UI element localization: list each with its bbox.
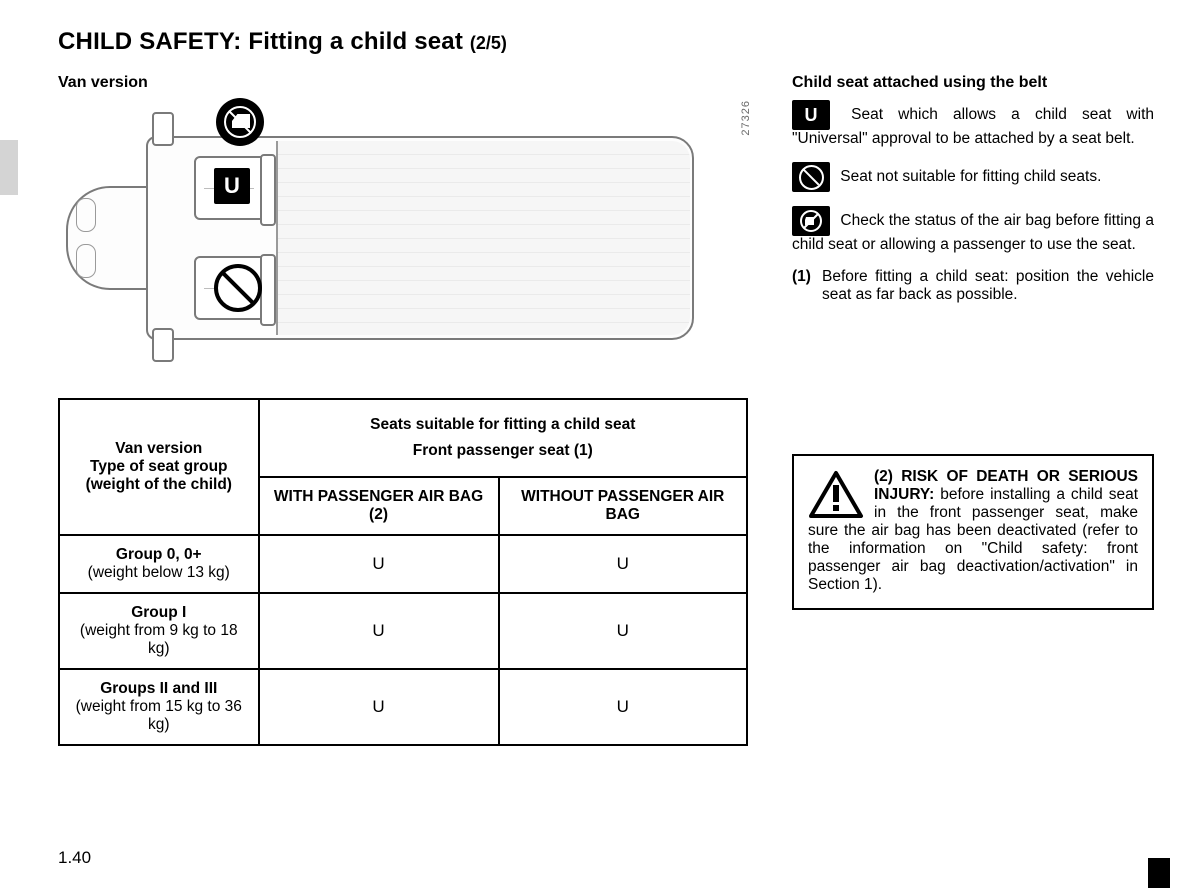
thumb-index-tab — [1148, 858, 1170, 888]
definition-universal: U Seat which allows a child seat with "U… — [792, 100, 1154, 148]
hdr-left-l3: (weight of the child) — [70, 476, 248, 494]
definition-text: Check the status of the air bag before f… — [792, 212, 1154, 253]
row-cell: U — [259, 669, 499, 745]
hdr-left-l1: Van version — [70, 440, 248, 458]
vehicle-mirror — [152, 112, 174, 146]
footnote-text: Before fitting a child seat: position th… — [822, 268, 1154, 304]
col-without-airbag: WITHOUT PASSENGER AIR BAG — [499, 477, 747, 535]
table-row: Group 0, 0+(weight below 13 kg) U U — [59, 535, 747, 593]
row-group: Group 0, 0+ — [116, 546, 202, 563]
col-with-airbag: WITH PASSENGER AIR BAG (2) — [259, 477, 499, 535]
child-seat-prohibit-icon — [216, 98, 264, 146]
col-b-label: WITHOUT PASSENGER AIR BAG — [521, 488, 724, 523]
row-cell: U — [499, 535, 747, 593]
col-a-label: WITH PASSENGER AIR BAG (2) — [274, 488, 483, 523]
row-cell: U — [259, 535, 499, 593]
title-pager: (2/5) — [470, 33, 507, 53]
table-row: Groups II and III(weight from 15 kg to 3… — [59, 669, 747, 745]
child-seat-icon — [792, 206, 830, 236]
universal-badge-icon: U — [792, 100, 830, 130]
footnote-1: (1) Before fitting a child seat: positio… — [792, 268, 1154, 304]
definition-text: Seat which allows a child seat with "Uni… — [792, 106, 1154, 147]
vehicle-figure: 27326 U — [58, 100, 746, 374]
hdr-left-l2: Type of seat group — [70, 458, 248, 476]
page-content: CHILD SAFETY: Fitting a child seat (2/5)… — [0, 0, 1200, 746]
definition-airbag: Check the status of the air bag before f… — [792, 206, 1154, 254]
row-cell: U — [259, 593, 499, 669]
child-seat-table: Van version Type of seat group (weight o… — [58, 398, 748, 746]
left-column: Van version 27326 — [58, 74, 748, 746]
prohibit-icon — [214, 264, 262, 312]
right-column: Child seat attached using the belt U Sea… — [792, 74, 1154, 746]
row-weight: (weight from 15 kg to 36 kg) — [70, 698, 248, 734]
row-weight: (weight from 9 kg to 18 kg) — [70, 622, 248, 658]
warning-box: (2) RISK OF DEATH OR SERIOUS INJURY: bef… — [792, 454, 1154, 610]
footnote-label: (1) — [792, 268, 811, 286]
prohibit-icon — [792, 162, 830, 192]
universal-badge-icon: U — [214, 168, 250, 204]
vehicle-roof — [276, 141, 690, 335]
page-title: CHILD SAFETY: Fitting a child seat (2/5) — [58, 28, 1154, 56]
table-header-right: Seats suitable for fitting a child seat … — [259, 399, 747, 477]
title-main: CHILD SAFETY: Fitting a child seat — [58, 28, 470, 55]
figure-caption: Van version — [58, 74, 748, 92]
row-group: Group I — [131, 604, 186, 621]
definition-not-suitable: Seat not suitable for fitting child seat… — [792, 162, 1154, 192]
row-group: Groups II and III — [100, 680, 217, 697]
warning-triangle-icon — [808, 470, 864, 520]
table-header-left: Van version Type of seat group (weight o… — [59, 399, 259, 535]
definitions-heading: Child seat attached using the belt — [792, 74, 1154, 92]
row-cell: U — [499, 669, 747, 745]
row-cell: U — [499, 593, 747, 669]
hdr-right-l1: Seats suitable for fitting a child seat — [270, 416, 736, 434]
definition-text: Seat not suitable for fitting child seat… — [836, 168, 1101, 185]
vehicle-mirror — [152, 328, 174, 362]
table-row: Group I(weight from 9 kg to 18 kg) U U — [59, 593, 747, 669]
row-weight: (weight below 13 kg) — [70, 564, 248, 582]
hdr-right-l2: Front passenger seat (1) — [270, 442, 736, 460]
page-number: 1.40 — [58, 848, 91, 868]
page-side-tab — [0, 140, 18, 195]
figure-ref-number: 27326 — [740, 100, 752, 136]
